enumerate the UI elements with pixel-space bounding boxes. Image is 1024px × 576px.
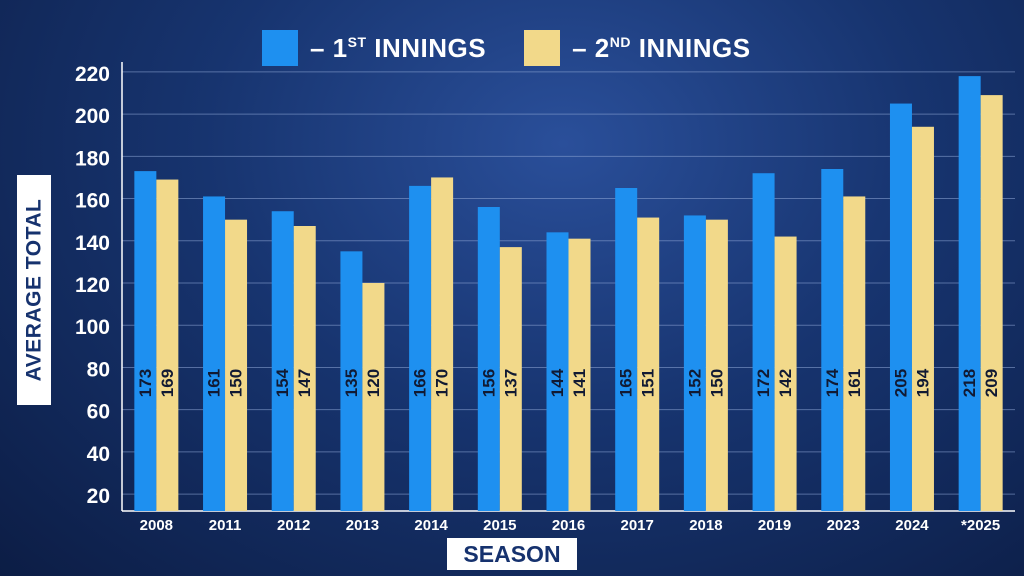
data-label: 209	[982, 369, 1001, 397]
data-label: 151	[639, 369, 658, 397]
y-tick-label: 160	[75, 190, 110, 213]
bar-2nd-innings	[774, 236, 797, 512]
data-label: 137	[501, 369, 520, 397]
y-tick-label: 80	[87, 358, 110, 381]
legend-label-2nd-innings: – 2ND INNINGS	[572, 32, 751, 63]
x-tick-label: 2016	[552, 517, 585, 534]
y-tick-label: 120	[75, 274, 110, 297]
bar-1st-innings	[958, 76, 981, 511]
y-tick-label: 200	[75, 105, 110, 128]
data-label: 205	[891, 369, 910, 397]
data-label: 141	[570, 369, 589, 397]
data-label: 194	[913, 368, 932, 397]
bar-2nd-innings	[705, 219, 728, 511]
x-tick-label: 2011	[209, 517, 242, 534]
x-tick-label: 2023	[827, 517, 860, 534]
bar-1st-innings	[477, 207, 500, 511]
bar-2nd-innings	[362, 283, 385, 511]
y-tick-label: 140	[75, 232, 110, 255]
y-tick-label: 40	[87, 443, 110, 466]
bar-2nd-innings	[568, 238, 591, 511]
x-tick-label: 2019	[758, 517, 791, 534]
y-tick-label: 20	[87, 485, 110, 508]
data-label: 150	[227, 369, 246, 397]
data-label: 154	[273, 368, 292, 397]
data-label: 165	[617, 369, 636, 397]
bar-2nd-innings	[499, 247, 522, 511]
bar-2nd-innings	[225, 219, 248, 511]
data-label: 172	[754, 369, 773, 397]
data-label: 166	[411, 369, 430, 397]
bar-2nd-innings	[293, 226, 316, 511]
data-label: 161	[845, 369, 864, 397]
bar-2nd-innings	[431, 177, 454, 511]
data-label: 120	[364, 369, 383, 397]
x-tick-label: 2012	[277, 517, 310, 534]
x-tick-label: 2015	[483, 517, 516, 534]
x-axis-label: SEASON	[447, 538, 577, 570]
x-tick-label: 2008	[140, 517, 173, 534]
bar-1st-innings	[752, 173, 775, 511]
data-label: 150	[707, 369, 726, 397]
x-tick-label: 2014	[414, 517, 448, 534]
legend-label-1st-innings: – 1ST INNINGS	[310, 32, 487, 63]
x-tick-label: 2017	[621, 517, 654, 534]
bar-2nd-innings	[911, 126, 934, 512]
bar-2nd-innings	[156, 179, 179, 512]
y-tick-label: 100	[75, 316, 110, 339]
data-label: 142	[776, 369, 795, 397]
bar-1st-innings	[271, 211, 294, 511]
x-tick-label: *2025	[961, 517, 1000, 534]
data-label: 173	[136, 369, 155, 397]
y-tick-label: 220	[75, 63, 110, 86]
legend-item-1st-innings: – 1ST INNINGS	[262, 30, 486, 66]
bar-1st-innings	[409, 185, 432, 511]
bar-1st-innings	[889, 103, 912, 512]
x-tick-label: 2024	[895, 517, 929, 534]
x-tick-label: 2018	[689, 517, 722, 534]
data-label: 170	[433, 369, 452, 397]
data-label: 144	[548, 368, 567, 397]
bar-1st-innings	[203, 196, 226, 511]
data-label: 174	[823, 368, 842, 397]
y-tick-label: 60	[87, 401, 110, 424]
legend-swatch-1st-innings	[262, 30, 298, 66]
y-tick-label: 180	[75, 147, 110, 170]
data-label: 169	[158, 369, 177, 397]
bar-1st-innings	[134, 171, 157, 511]
bar-1st-innings	[683, 215, 706, 511]
legend-item-2nd-innings: – 2ND INNINGS	[524, 30, 750, 66]
legend-swatch-2nd-innings	[524, 30, 561, 66]
data-label: 161	[205, 369, 224, 397]
data-label: 135	[342, 369, 361, 397]
y-axis-label: AVERAGE TOTAL	[17, 175, 51, 405]
data-label: 156	[479, 369, 498, 397]
bar-1st-innings	[615, 188, 638, 511]
x-tick-label: 2013	[346, 517, 379, 534]
bar-1st-innings	[821, 169, 844, 511]
bar-1st-innings	[546, 232, 569, 512]
legend: – 1ST INNINGS – 2ND INNINGS	[262, 30, 789, 66]
bar-2nd-innings	[843, 196, 866, 511]
data-label: 147	[295, 369, 314, 397]
bar-2nd-innings	[637, 217, 660, 512]
bar-2nd-innings	[980, 95, 1003, 511]
bar-1st-innings	[340, 251, 363, 512]
data-label: 218	[960, 369, 979, 397]
data-label: 152	[685, 369, 704, 397]
